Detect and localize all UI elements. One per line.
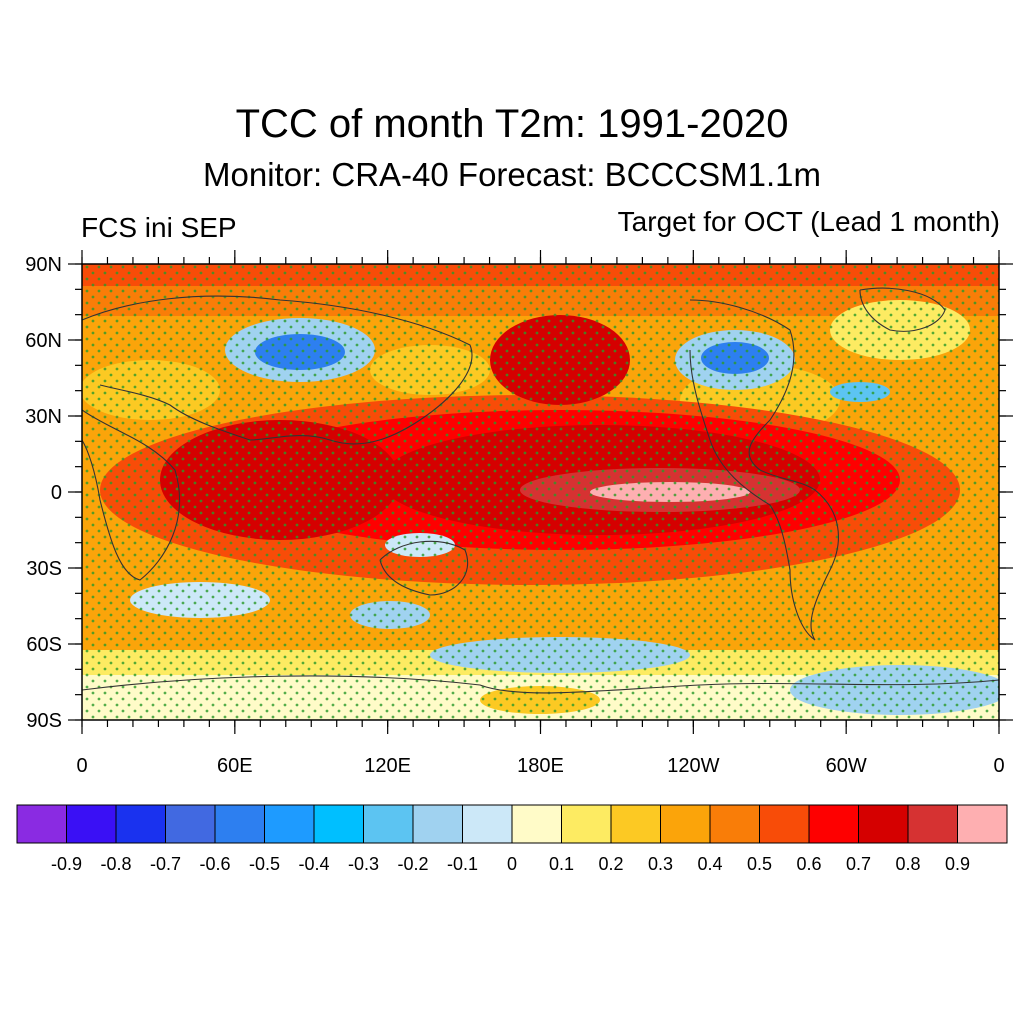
colorbar-swatch [808, 804, 859, 844]
chart-title: TCC of month T2m: 1991-2020 [235, 102, 789, 146]
lat-label: 30N [25, 406, 62, 428]
colorbar-swatch [66, 804, 117, 844]
colorbar-label: -0.6 [199, 854, 230, 874]
colorbar-label: 0.4 [697, 854, 722, 874]
lat-label: 60N [25, 330, 62, 352]
colorbar-swatch [610, 804, 661, 844]
colorbar-swatch [165, 804, 216, 844]
colorbar-swatch [214, 804, 265, 844]
lat-label: 90S [26, 710, 62, 732]
colorbar-swatch [16, 804, 67, 844]
colorbar-swatch [561, 804, 612, 844]
colorbar-swatch [907, 804, 958, 844]
colorbar-label: 0.2 [598, 854, 623, 874]
colorbar-swatch [412, 804, 463, 844]
colorbar-swatch [660, 804, 711, 844]
colorbar-swatch [313, 804, 364, 844]
map-panel [82, 264, 999, 720]
colorbar-swatch [957, 804, 1008, 844]
colorbar-label: -0.2 [397, 854, 428, 874]
colorbar-label: 0.5 [747, 854, 772, 874]
lon-label: 0 [76, 755, 87, 777]
lon-label: 60W [826, 755, 867, 777]
colorbar-label: 0.3 [648, 854, 673, 874]
left-subtitle: FCS ini SEP [81, 212, 237, 243]
chart-subtitle: Monitor: CRA-40 Forecast: BCCCSM1.1m [203, 156, 821, 193]
coastlines [82, 287, 999, 694]
lat-label: 90N [25, 254, 62, 276]
colorbar-label: 0.9 [945, 854, 970, 874]
colorbar [16, 804, 1008, 844]
colorbar-swatch [709, 804, 760, 844]
lat-label: 60S [26, 634, 62, 656]
colorbar-label: -0.8 [100, 854, 131, 874]
latitude-labels: 90N 60N 30N 0 30S 60S 90S [25, 254, 62, 732]
colorbar-swatch [363, 804, 414, 844]
longitude-labels: 0 60E 120E 180E 120W 60W 0 [76, 755, 1004, 777]
colorbar-swatch [858, 804, 909, 844]
colorbar-label: -0.7 [150, 854, 181, 874]
lat-label: 0 [51, 482, 62, 504]
lon-label: 180E [517, 755, 564, 777]
significance-stipple [82, 264, 999, 720]
lon-label: 120W [667, 755, 719, 777]
lon-label: 60E [217, 755, 253, 777]
right-subtitle: Target for OCT (Lead 1 month) [617, 206, 1000, 237]
colorbar-label: -0.5 [249, 854, 280, 874]
colorbar-swatch [115, 804, 166, 844]
lon-label: 0 [993, 755, 1004, 777]
lat-label: 30S [26, 558, 62, 580]
lon-label: 120E [364, 755, 411, 777]
colorbar-label: -0.4 [298, 854, 329, 874]
colorbar-label: 0.8 [895, 854, 920, 874]
colorbar-swatch [462, 804, 513, 844]
colorbar-swatch [759, 804, 810, 844]
colorbar-labels: -0.9 -0.8 -0.7 -0.6 -0.5 -0.4 -0.3 -0.2 -0.1 0 0.1… [51, 854, 970, 874]
axis-ticks [68, 250, 1013, 734]
colorbar-label: 0 [507, 854, 517, 874]
colorbar-label: -0.1 [447, 854, 478, 874]
colorbar-label: -0.3 [348, 854, 379, 874]
colorbar-swatch [264, 804, 315, 844]
colorbar-label: 0.7 [846, 854, 871, 874]
colorbar-label: -0.9 [51, 854, 82, 874]
colorbar-label: 0.1 [549, 854, 574, 874]
colorbar-swatch [511, 804, 562, 844]
colorbar-label: 0.6 [796, 854, 821, 874]
